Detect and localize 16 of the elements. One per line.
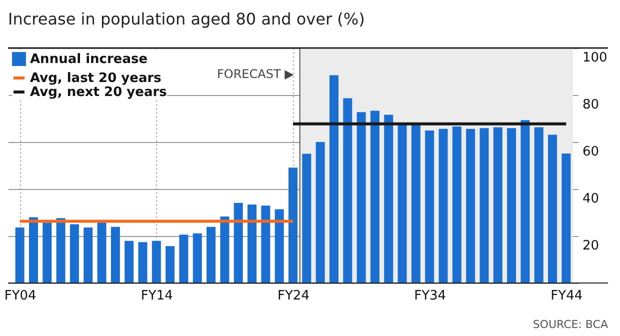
y-tick-label: 100: [582, 50, 608, 66]
x-tick-label: FY34: [414, 288, 446, 304]
y-tick-label: 80: [582, 98, 600, 112]
x-tick-label: FY24: [278, 288, 310, 304]
legend-label: Avg, next 20 years: [30, 85, 168, 100]
legend-label: Annual increase: [30, 52, 148, 67]
x-tick-label: FY04: [4, 288, 36, 304]
legend-label: Avg, last 20 years: [30, 71, 162, 86]
x-tick-label: FY14: [140, 288, 173, 304]
y-tick-label: 40: [582, 192, 600, 206]
source-note: SOURCE: BCA: [532, 318, 608, 331]
chart-title: Increase in population aged 80 and over (%): [8, 9, 365, 28]
y-tick-label: 20: [582, 238, 600, 254]
y-tick-label: 60: [582, 144, 600, 160]
band-label: FORECAST ▶: [216, 67, 295, 81]
x-tick-label: FY44: [550, 288, 583, 304]
